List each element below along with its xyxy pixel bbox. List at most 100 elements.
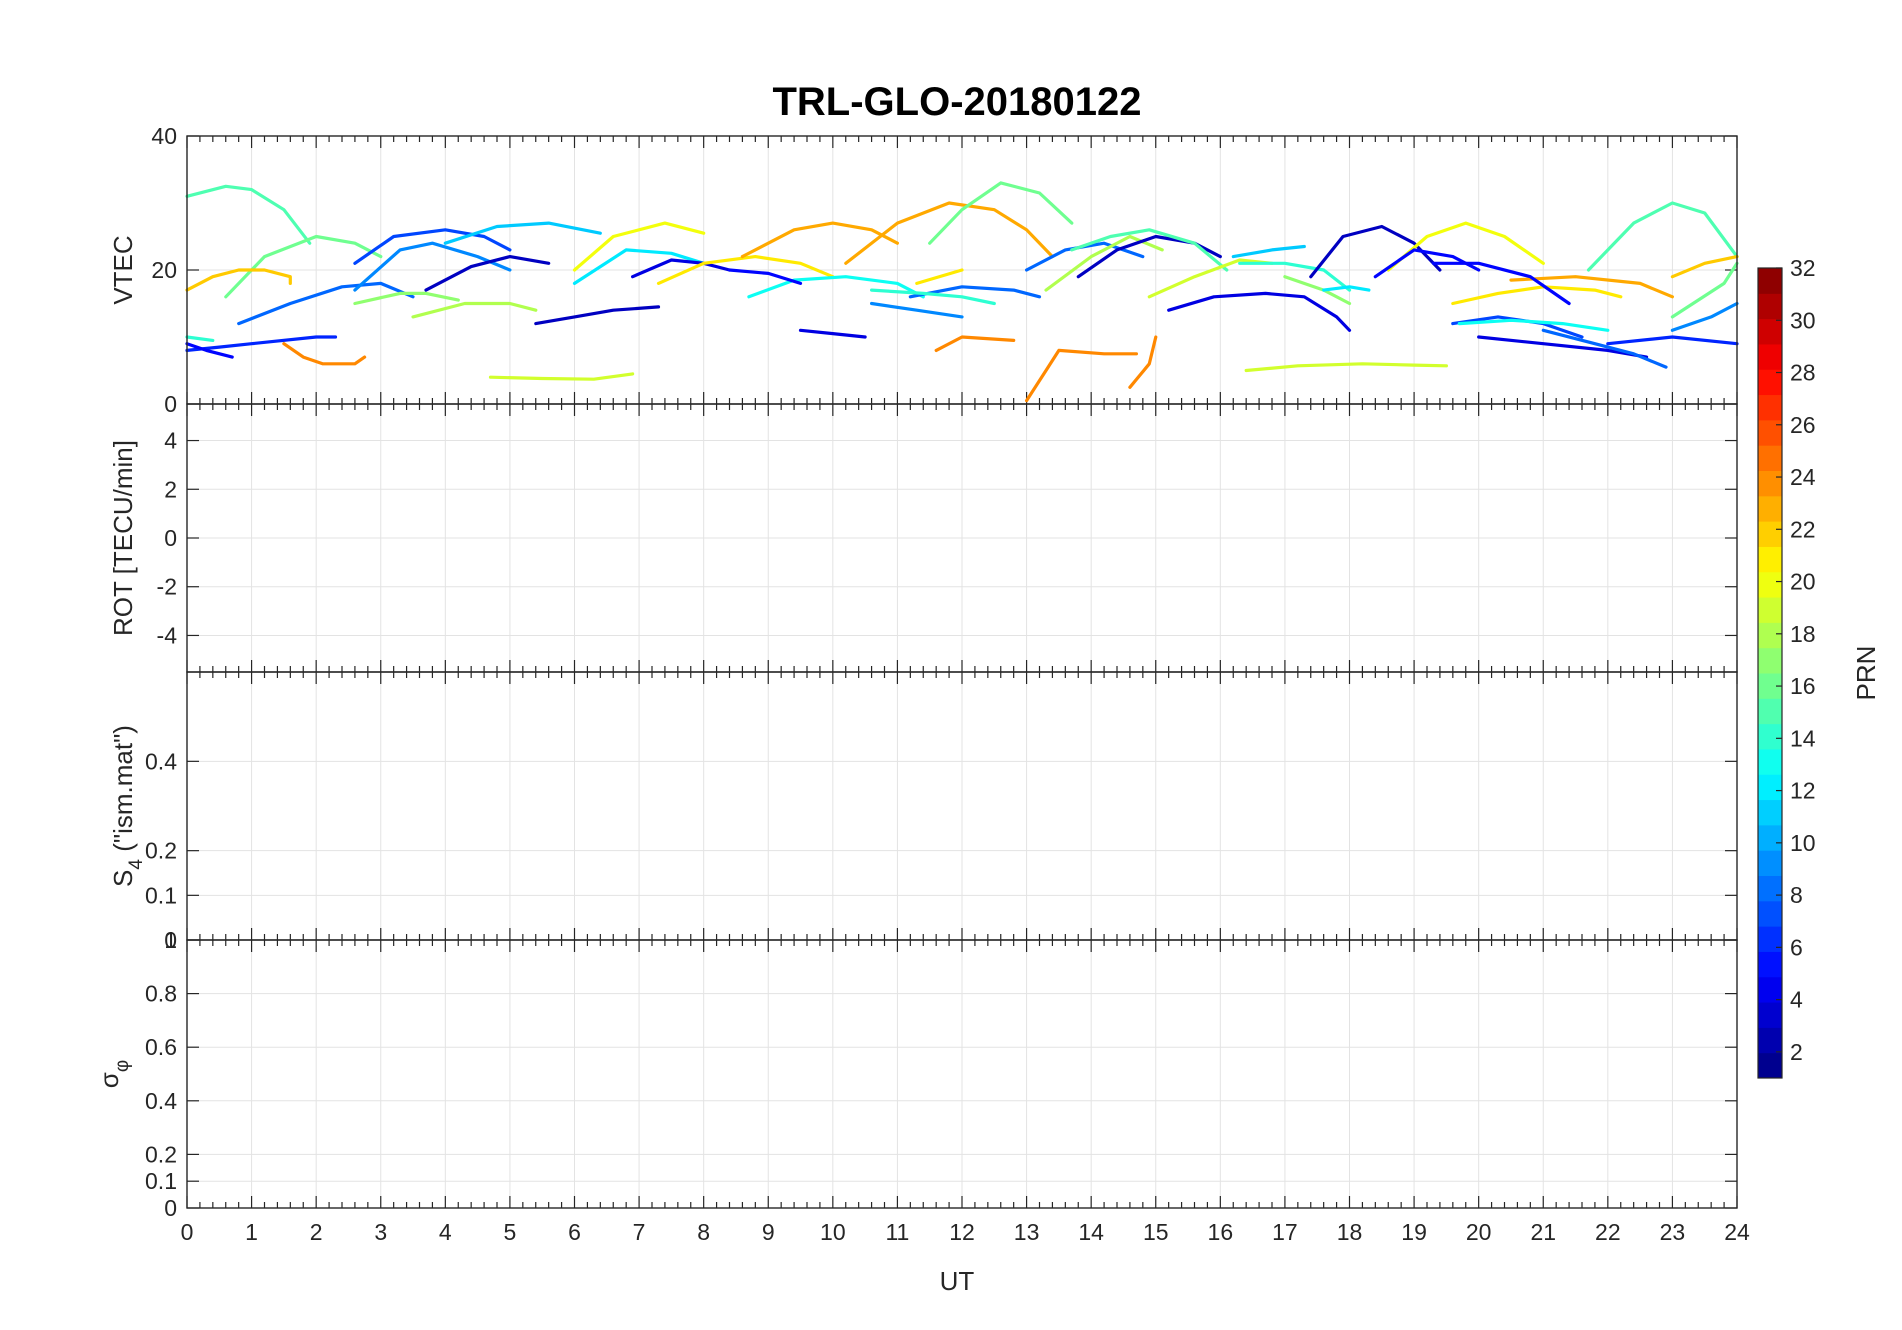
series-prn-4 [631,258,732,279]
series-prn-19 [1244,362,1448,373]
colorbar-tick-label: 20 [1790,569,1816,595]
series-prn-3 [534,305,661,326]
series-prn-16 [928,181,1074,245]
y-tick-label: 40 [151,123,177,149]
colorbar-tick-label: 8 [1790,882,1803,908]
x-tick-label: 15 [1143,1219,1169,1245]
y-tick-label: -4 [157,622,178,648]
x-tick-label: 19 [1401,1219,1427,1245]
y-tick-label: 0.1 [145,1168,177,1194]
colorbar-segment [1758,824,1782,851]
series-prn-14 [1238,261,1352,292]
y-tick-label: 0 [164,525,177,551]
colorbar-tick-label: 4 [1790,987,1803,1013]
x-tick-label: 21 [1530,1219,1556,1245]
colorbar-segment [1758,597,1782,623]
colorbar-segment [1758,394,1782,421]
series-prn-5 [1431,261,1571,306]
series-prn-22 [1670,255,1739,279]
colorbar-segment [1758,622,1782,649]
series-prn-8 [237,281,415,326]
colorbar-segment [1758,951,1782,978]
y-axis-label: S4 ("ism.mat") [108,725,147,887]
y-tick-label: 0 [164,391,177,417]
series-prn-3 [1076,234,1222,279]
y-tick-label: 0.2 [145,838,177,864]
x-axis-label: UT [940,1266,975,1296]
x-tick-label: 8 [697,1219,710,1245]
y-tick-label: -2 [157,574,177,600]
series-prn-23 [844,201,1054,265]
colorbar-segment [1758,293,1782,320]
y-tick-label: 0.8 [145,981,177,1007]
x-tick-label: 12 [949,1219,975,1245]
x-tick-label: 13 [1014,1219,1040,1245]
y-tick-label: 1 [164,927,177,953]
series-prn-6 [1606,335,1739,346]
colorbar-tick-label: 6 [1790,934,1803,960]
colorbar-tick-label: 12 [1790,778,1816,804]
colorbar-segment [1758,1002,1782,1028]
colorbar-tick-label: 16 [1790,673,1816,699]
series-prn-21 [656,255,835,285]
series-prn-23 [1509,275,1674,299]
y-axis-label-sub: φ [112,1060,133,1072]
y-axis-label: σφ [94,1060,133,1088]
y-axis-label-rest: ("ism.mat") [108,725,138,859]
colorbar-segment [1758,419,1782,446]
x-tick-label: 9 [762,1219,775,1245]
x-tick-label: 20 [1466,1219,1492,1245]
colorbar-tick-label: 32 [1790,255,1816,281]
series-prn-17 [353,291,460,306]
series-prn-3 [424,255,551,292]
colorbar-segment [1758,571,1782,598]
colorbar-segment [1758,647,1782,674]
series-prn-24 [1128,335,1158,389]
series-prn-24 [282,342,367,366]
y-tick-label: 0.6 [145,1034,177,1060]
y-tick-label: 0.4 [145,1088,177,1114]
colorbar-segment [1758,343,1782,370]
x-tick-label: 7 [633,1219,646,1245]
y-tick-label: 20 [151,257,177,283]
series-prn-20 [572,221,706,272]
x-tick-label: 18 [1337,1219,1363,1245]
series-prn-14 [870,288,996,306]
colorbar-tick-label: 26 [1790,412,1816,438]
series-group [185,181,1739,403]
y-axis-label: ROT [TECU/min] [108,440,138,636]
x-tick-label: 11 [885,1219,909,1245]
series-prn-19 [488,372,635,381]
y-axis-label: VTEC [108,235,138,304]
series-prn-15 [1070,228,1229,272]
colorbar-segment [1758,926,1782,952]
colorbar-tick-label: 18 [1790,621,1816,647]
chart-title: TRL-GLO-20180122 [772,80,1141,124]
x-tick-label: 14 [1078,1219,1104,1245]
y-tick-label: 0.2 [145,1141,177,1167]
series-prn-22 [185,268,292,292]
series-prn-15 [1586,201,1739,272]
series-prn-24 [1025,348,1138,403]
panel-1: 0 20 40 VTEC [108,123,1739,417]
series-prn-11 [1231,244,1306,259]
x-tick-label: 6 [568,1219,581,1245]
colorbar-segment [1758,748,1782,775]
colorbar-segment [1758,875,1782,902]
series-prn-13 [747,275,925,299]
x-tick-label: 2 [310,1219,323,1245]
series-prn-12 [572,248,706,285]
x-tick-label: 1 [245,1219,258,1245]
colorbar-tick-label: 22 [1790,516,1816,542]
colorbar-segment [1758,850,1782,876]
colorbar-tick-label: 24 [1790,464,1816,490]
x-tick-label: 5 [504,1219,517,1245]
colorbar-segment [1758,546,1782,573]
y-tick-label: 2 [164,476,177,502]
x-tick-label: 17 [1272,1219,1298,1245]
colorbar-segment [1758,1027,1782,1054]
colorbar-tick-label: 30 [1790,307,1816,333]
